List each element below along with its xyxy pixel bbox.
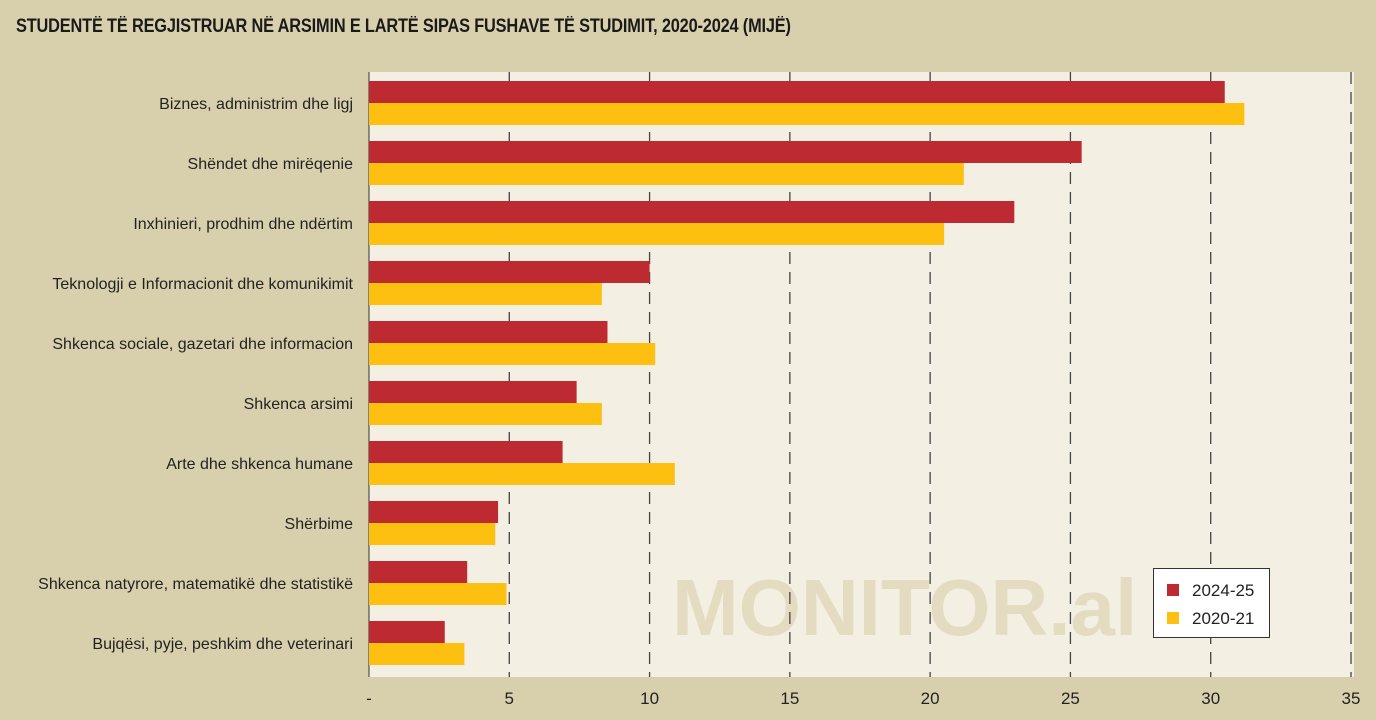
category-label: Shkenca arsimi [244,396,353,413]
x-tick-label: 25 [1061,689,1080,708]
bar-2024-25 [369,321,608,343]
bar-2020-21 [369,343,656,365]
bar-2020-21 [369,583,507,605]
bar-2020-21 [369,403,602,425]
x-tick-label: 15 [780,689,799,708]
category-label: Shkenca sociale, gazetari dhe informacio… [52,336,353,353]
bar-2024-25 [369,141,1082,163]
bar-2024-25 [369,501,499,523]
category-label: Biznes, administrim dhe ligj [159,96,353,113]
watermark: MONITOR.al [672,563,1137,652]
x-tick-label: 10 [640,689,659,708]
x-tick-label: 35 [1342,689,1361,708]
category-label: Arte dhe shkenca humane [166,456,353,473]
bar-2020-21 [369,103,1245,125]
chart-title: STUDENTË TË REGJISTRUAR NË ARSIMIN E LAR… [16,16,791,37]
bar-2024-25 [369,561,468,583]
category-label: Teknologji e Informacionit dhe komunikim… [52,276,353,293]
legend [1153,568,1270,638]
bar-2020-21 [369,223,945,245]
legend-swatch [1167,612,1179,624]
x-tick-label: 30 [1201,689,1220,708]
category-label: Inxhinieri, prodhim dhe ndërtim [133,216,353,233]
category-label: Shërbime [285,516,354,533]
bar-2024-25 [369,441,563,463]
category-label: Bujqësi, pyje, peshkim dhe veterinari [92,636,353,653]
bar-2024-25 [369,201,1015,223]
legend-swatch [1167,584,1179,596]
category-label: Shkenca natyrore, matematikë dhe statist… [38,576,353,593]
category-label: Shëndet dhe mirëqenie [188,156,354,173]
bar-2024-25 [369,81,1225,103]
bar-2020-21 [369,463,675,485]
bar-2024-25 [369,381,577,403]
bar-2020-21 [369,283,602,305]
legend-label: 2020-21 [1192,609,1254,628]
bar-2024-25 [369,621,445,643]
x-tick-label: 20 [921,689,940,708]
bar-2020-21 [369,163,964,185]
bar-2020-21 [369,643,465,665]
x-tick-label: - [366,689,372,708]
x-tick-label: 5 [505,689,514,708]
bar-2024-25 [369,261,650,283]
bar-2020-21 [369,523,496,545]
legend-label: 2024-25 [1192,581,1254,600]
